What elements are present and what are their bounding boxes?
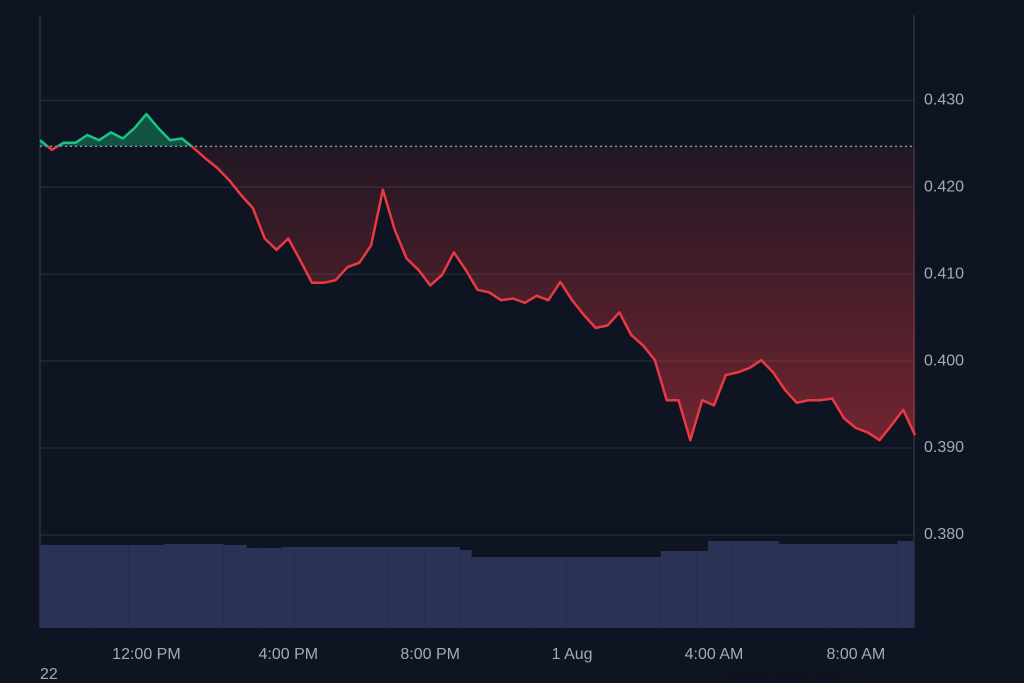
- volume-bar: [897, 541, 910, 628]
- volume-bar: [270, 548, 283, 628]
- volume-bar: [282, 547, 295, 628]
- volume-bar: [719, 541, 732, 628]
- volume-bar: [909, 541, 914, 628]
- volume-bar: [483, 557, 496, 628]
- volume-bar: [81, 545, 94, 628]
- volume-bar: [518, 557, 531, 628]
- volume-bar: [258, 548, 271, 628]
- x-tick-label: 1 Aug: [552, 646, 593, 663]
- y-tick-label: 0.400: [924, 352, 964, 369]
- x-tick-label: 8:00 AM: [827, 646, 886, 663]
- volume-bar: [223, 545, 236, 628]
- volume-bar: [388, 547, 401, 628]
- volume-bar: [601, 557, 614, 628]
- volume-bar: [211, 544, 224, 628]
- volume-bar: [93, 545, 106, 628]
- volume-bar: [767, 541, 780, 628]
- volume-bar: [672, 551, 685, 628]
- volume-bar: [412, 547, 425, 628]
- area-up: [40, 114, 915, 147]
- volume-bar: [400, 547, 413, 628]
- volume-bar: [57, 545, 70, 628]
- volume-bar: [353, 547, 366, 628]
- volume-bar: [589, 557, 602, 628]
- area-down: [47, 146, 915, 441]
- volume-bar: [660, 551, 673, 628]
- volume-bar: [790, 544, 803, 628]
- volume-bar: [69, 545, 82, 628]
- volume-bar: [128, 545, 141, 628]
- x-tick-label: 12:00 PM: [112, 646, 180, 663]
- volume-bar: [45, 545, 58, 628]
- volume-bar: [199, 544, 212, 628]
- volume-bar: [329, 547, 342, 628]
- x-tick-label: 4:00 AM: [685, 646, 744, 663]
- price-line-down: [45, 146, 917, 442]
- y-tick-label: 0.430: [924, 91, 964, 108]
- volume-bar: [436, 547, 448, 628]
- volume-bar: [814, 544, 827, 628]
- volume-bar: [294, 547, 307, 628]
- volume-bar: [826, 544, 839, 628]
- volume-bar: [849, 544, 862, 628]
- volume-bar: [648, 557, 661, 628]
- volume-bar: [187, 544, 200, 628]
- y-tick-label: 0.390: [924, 439, 964, 456]
- volume-bar: [105, 545, 117, 628]
- volume-bar: [306, 547, 318, 628]
- volume-bar: [317, 547, 330, 628]
- volume-bar: [696, 551, 709, 628]
- volume-bar: [459, 550, 472, 628]
- volume-bar: [140, 545, 153, 628]
- volume-bar: [152, 545, 165, 628]
- volume-bar: [376, 547, 389, 628]
- volume-bar: [341, 547, 354, 628]
- y-tick-label: 0.420: [924, 178, 964, 195]
- volume-bar: [424, 547, 437, 628]
- volume-bar: [578, 557, 590, 628]
- y-tick-label: 0.380: [924, 526, 964, 543]
- volume-bar: [613, 557, 626, 628]
- volume-bar: [755, 541, 768, 628]
- volume-bar: [530, 557, 543, 628]
- volume-bar: [708, 541, 720, 628]
- news-headline[interactable]: Stellar integrates S...: [725, 666, 874, 683]
- volume-bar: [779, 544, 791, 628]
- volume-bar: [246, 548, 259, 628]
- volume-bar: [495, 557, 508, 628]
- volume-bar: [873, 544, 886, 628]
- volume-bar: [566, 557, 579, 628]
- plot-area: 0.380 0.390 0.400 0.410 0.420 0.430 12:00 PM 4:…: [39, 15, 964, 663]
- volume-bar: [365, 547, 377, 628]
- volume-bar: [885, 544, 898, 628]
- volume-bar: [447, 547, 460, 628]
- price-line-up: [39, 112, 194, 147]
- y-tick-label: 0.410: [924, 265, 964, 282]
- volume-bar: [507, 557, 519, 628]
- volume-bar: [802, 544, 815, 628]
- x-tick-label: 8:00 PM: [400, 646, 460, 663]
- volume-bar: [175, 544, 188, 628]
- volume-bar: [625, 557, 638, 628]
- volume-bar: [861, 544, 874, 628]
- volume-bar: [164, 544, 176, 628]
- footer-left: 22: [40, 666, 58, 683]
- volume-bar: [542, 557, 555, 628]
- volume-bar: [116, 545, 129, 628]
- volume-bar: [684, 551, 697, 628]
- volume-bar: [838, 544, 850, 628]
- volume-bar: [637, 557, 649, 628]
- volume-bar: [471, 557, 484, 628]
- volume-bar: [235, 545, 247, 628]
- x-tick-label: 4:00 PM: [259, 646, 319, 663]
- volume-bar: [743, 541, 756, 628]
- volume-bar: [731, 541, 744, 628]
- volume-bar: [554, 557, 567, 628]
